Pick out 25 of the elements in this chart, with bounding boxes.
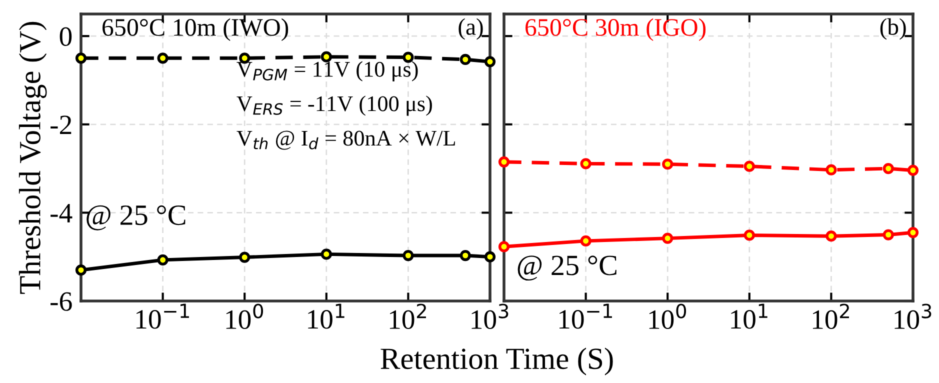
x-tick-label: 10$^{1}$ [731,304,768,329]
annotation: V$_{th}$ @ I$_{d}$ = 80nA × W/L [236,130,455,150]
annotation: @ 25 °C [518,256,616,281]
x-tick-label: 10$^{−1}$ [559,304,612,329]
x-tick-label: 10$^{2}$ [812,304,849,330]
annotation: (a) [458,18,483,40]
x-tick-label: 10$^{−1}$ [136,304,189,329]
x-tick-label: 10$^{2}$ [390,304,426,330]
x-tick-label: 10$^{3}$ [472,304,508,330]
x-tick-label: 10$^{1}$ [308,304,344,329]
chart-title: 650°C 10m (IWO) [102,18,288,41]
annotation: V$_{ERS}$ = -11V (100 μs) [236,96,432,116]
annotation: (b) [880,18,906,40]
x-tick-label: 10$^{0}$ [226,304,264,330]
y-axis-title: Threshold Voltage (V) [18,22,47,294]
x-tick-label: 10$^{0}$ [649,304,686,330]
y-tick-label: -4 [50,204,72,222]
x-axis-title: Retention Time (S) [380,348,613,376]
y-tick-label: -6 [50,292,72,311]
y-tick-label: -2 [50,116,72,134]
chart-title: 650°C 30m (IGO) [526,18,706,41]
x-tick-label: 10$^{3}$ [894,304,932,330]
annotation: V$_{PGM}$ = 11V (10 μs) [236,61,418,82]
y-tick-label: 0 [60,27,72,46]
annotation: @ 25 °C [86,205,186,230]
